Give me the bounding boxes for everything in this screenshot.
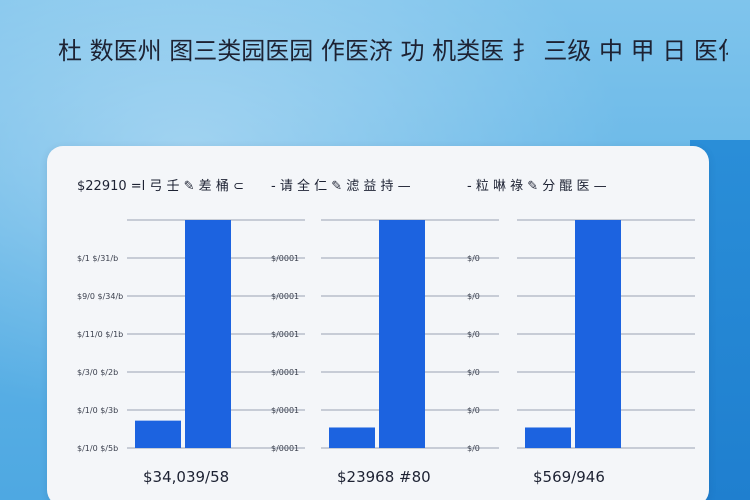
- y-tick-label: $/0: [467, 368, 480, 377]
- chart-card: $22910 =l 弓 壬 ✎ 差 桶 ⊂ $/1 $/31/b $9/0 $/34…: [47, 146, 709, 500]
- chart-panel-3: - 粒 啉 祿 ✎ 分 醌 医 — $/0 $/0 $/0 $/0 $/0 $/0 $569/…: [467, 179, 695, 486]
- page-title: 杜 数医州 图三类园医园 作医济 功 机类医 ⺘ 三级 中 甲 日 医化: [58, 37, 728, 65]
- total-label: $34,039/58: [143, 468, 229, 486]
- bar-1: [135, 420, 181, 448]
- y-tick-label: $/3/0 $/2b: [77, 368, 118, 377]
- y-tick-label: $/0: [467, 444, 480, 453]
- chart-panel-1: $22910 =l 弓 壬 ✎ 差 桶 ⊂ $/1 $/31/b $9/0 $/34…: [77, 179, 305, 486]
- y-tick-label: $/0001: [271, 254, 299, 263]
- chart-panel-2: - 请 全 仁 ✎ 滤 益 持 — $/0001 $/0001 $/0001 $/000…: [271, 178, 499, 486]
- y-tick-label: $/0001: [271, 292, 299, 301]
- chart-title: $22910 =l 弓 壬 ✎ 差 桶 ⊂: [77, 179, 244, 194]
- y-tick-label: $/0: [467, 292, 480, 301]
- y-tick-label: $/0: [467, 254, 480, 263]
- bar-2: [379, 220, 425, 448]
- bar-2: [575, 220, 621, 448]
- bar-1: [329, 427, 375, 448]
- y-tick-label: $/0: [467, 406, 480, 415]
- total-label: $23968 #80: [337, 468, 431, 486]
- y-tick-label: $/0001: [271, 330, 299, 339]
- y-tick-label: $9/0 $/34/b: [77, 292, 123, 301]
- y-tick-label: $/0001: [271, 444, 299, 453]
- y-tick-label: $/1 $/31/b: [77, 254, 118, 263]
- total-label: $569/946: [533, 468, 605, 486]
- chart-title: - 请 全 仁 ✎ 滤 益 持 —: [271, 178, 411, 194]
- y-tick-label: $/11/0 $/1b: [77, 330, 123, 339]
- chart-svg: $22910 =l 弓 壬 ✎ 差 桶 ⊂ $/1 $/31/b $9/0 $/34…: [77, 178, 695, 486]
- chart-title: - 粒 啉 祿 ✎ 分 醌 医 —: [467, 179, 607, 194]
- y-tick-label: $/1/0 $/5b: [77, 444, 118, 453]
- bar-1: [525, 427, 571, 448]
- y-tick-label: $/0001: [271, 368, 299, 377]
- y-tick-label: $/1/0 $/3b: [77, 406, 118, 415]
- y-tick-label: $/0: [467, 330, 480, 339]
- bar-2: [185, 220, 231, 448]
- y-tick-label: $/0001: [271, 406, 299, 415]
